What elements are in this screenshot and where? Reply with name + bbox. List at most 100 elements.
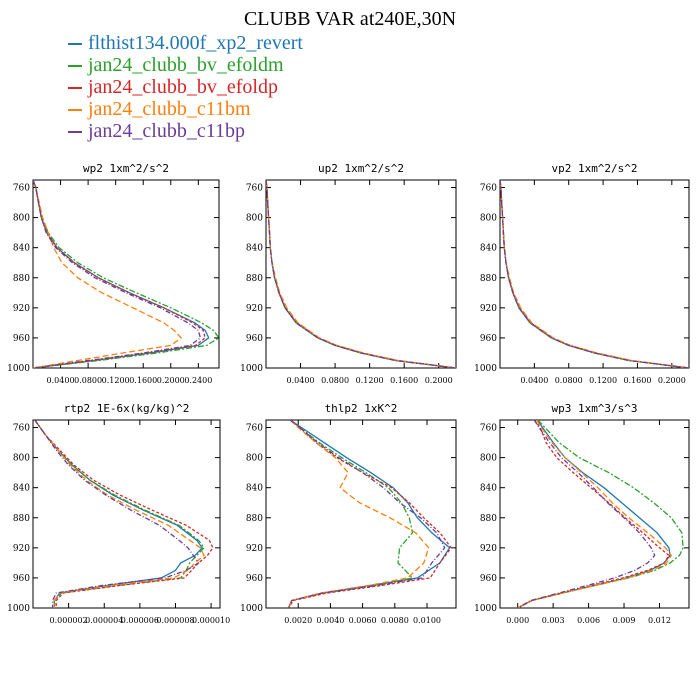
series-line-1 — [33, 180, 210, 368]
y-tick-label: 920 — [13, 304, 30, 314]
y-tick-label: 840 — [13, 244, 30, 254]
y-tick-label: 760 — [480, 184, 497, 194]
panel-title: thlp2 1xK^2 — [325, 402, 398, 415]
series-line-5 — [287, 420, 446, 608]
panel-title: wp3 1xm^3/s^3 — [551, 402, 637, 415]
plot-frame — [499, 419, 690, 609]
y-tick-label: 800 — [246, 214, 263, 224]
legend-label-1: flthist134.000f_xp2_revert — [88, 32, 303, 54]
y-tick-label: 960 — [246, 574, 263, 584]
y-tick-label: 840 — [246, 244, 263, 254]
plot-frame — [32, 419, 221, 609]
x-tick-label: 0.0040 — [316, 616, 344, 625]
legend-swatch-4 — [68, 109, 82, 112]
series-line-1 — [517, 420, 671, 608]
y-tick-label: 880 — [480, 514, 497, 524]
x-tick-label: 0.000 — [506, 616, 529, 625]
series-line-1 — [500, 180, 689, 368]
legend-swatch-5 — [68, 131, 82, 134]
figure-title: CLUBB VAR at240E,30N — [243, 8, 457, 30]
legend-swatch-2 — [68, 65, 82, 68]
y-tick-label: 920 — [246, 304, 263, 314]
legend-swatch-1 — [68, 43, 82, 46]
panel-title: rtp2 1E-6x(kg/kg)^2 — [64, 402, 190, 415]
x-tick-label: 0.000010 — [192, 616, 230, 625]
series-line-4 — [500, 180, 689, 368]
y-tick-label: 840 — [480, 484, 497, 494]
series-line-4 — [34, 420, 205, 608]
x-tick-label: 0.003 — [542, 616, 565, 625]
y-tick-label: 960 — [13, 334, 30, 344]
panel-title: wp2 1xm^2/s^2 — [83, 162, 169, 175]
y-tick-label: 960 — [480, 574, 497, 584]
x-tick-label: 0.0800 — [555, 376, 583, 385]
y-tick-label: 1000 — [7, 604, 30, 614]
x-tick-label: 0.0800 — [321, 376, 349, 385]
legend-label-5: jan24_clubb_c11bp — [88, 120, 246, 142]
series-line-3 — [34, 420, 214, 608]
y-tick-label: 800 — [480, 214, 497, 224]
x-tick-label: 0.1600 — [623, 376, 651, 385]
y-tick-label: 800 — [246, 454, 263, 464]
series-line-5 — [34, 420, 200, 608]
y-tick-label: 800 — [480, 454, 497, 464]
y-tick-label: 880 — [480, 274, 497, 284]
x-tick-label: 0.0020 — [284, 616, 312, 625]
y-tick-label: 960 — [480, 334, 497, 344]
x-tick-label: 0.012 — [648, 616, 671, 625]
y-tick-label: 920 — [480, 544, 497, 554]
series-line-3 — [500, 180, 689, 368]
series-line-2 — [517, 420, 684, 608]
x-tick-label: 0.2000 — [658, 376, 686, 385]
series-line-2 — [500, 180, 689, 368]
series-line-5 — [517, 420, 656, 608]
series-line-1 — [34, 420, 204, 608]
series-line-4 — [287, 420, 430, 608]
x-tick-label: 0.000002 — [50, 616, 88, 625]
plot-frame — [265, 179, 457, 369]
y-tick-label: 1000 — [7, 364, 30, 374]
x-tick-label: 0.0060 — [349, 616, 377, 625]
plot-frame — [32, 179, 220, 369]
series-line-3 — [287, 420, 453, 608]
series-line-2 — [33, 180, 219, 368]
x-tick-label: 0.2000 — [157, 376, 185, 385]
x-tick-label: 0.1200 — [102, 376, 130, 385]
legend-item-3: jan24_clubb_bv_efoldp — [68, 76, 303, 98]
series-line-3 — [517, 420, 670, 608]
series-line-3 — [266, 180, 456, 368]
y-tick-label: 960 — [246, 334, 263, 344]
x-tick-label: 0.0400 — [47, 376, 75, 385]
x-tick-label: 0.000004 — [85, 616, 123, 625]
y-tick-label: 1000 — [474, 604, 497, 614]
y-tick-label: 1000 — [474, 364, 497, 374]
series-line-2 — [266, 180, 456, 368]
series-line-1 — [287, 420, 451, 608]
y-tick-label: 920 — [13, 544, 30, 554]
legend-label-4: jan24_clubb_c11bm — [88, 98, 251, 120]
y-tick-label: 800 — [13, 454, 30, 464]
y-tick-label: 760 — [13, 184, 30, 194]
y-tick-label: 840 — [13, 484, 30, 494]
x-tick-label: 0.2000 — [425, 376, 453, 385]
panel-4: rtp2 1E-6x(kg/kg)^2 760 800 840 880 920 960 100… — [7, 402, 230, 625]
x-tick-label: 0.0800 — [74, 376, 102, 385]
x-tick-label: 0.1200 — [356, 376, 384, 385]
x-tick-label: 0.2400 — [184, 376, 212, 385]
y-tick-label: 760 — [246, 424, 263, 434]
x-tick-label: 0.000006 — [121, 616, 159, 625]
legend-swatch-3 — [68, 87, 82, 90]
y-tick-label: 880 — [13, 514, 30, 524]
y-tick-label: 840 — [480, 244, 497, 254]
series-line-5 — [266, 180, 456, 368]
legend-label-3: jan24_clubb_bv_efoldp — [88, 76, 278, 98]
y-tick-label: 880 — [246, 274, 263, 284]
x-tick-label: 0.1600 — [129, 376, 157, 385]
y-tick-label: 920 — [246, 544, 263, 554]
y-tick-label: 760 — [480, 424, 497, 434]
legend-item-1: flthist134.000f_xp2_revert — [68, 32, 303, 54]
panel-6: wp3 1xm^3/s^3 760 800 840 880 920 960 1000 0.000… — [474, 402, 690, 625]
y-tick-label: 760 — [246, 184, 263, 194]
x-tick-label: 0.006 — [577, 616, 600, 625]
